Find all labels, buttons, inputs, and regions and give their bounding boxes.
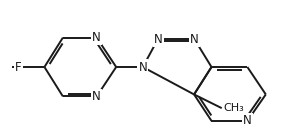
Text: N: N xyxy=(92,90,101,103)
Text: N: N xyxy=(190,33,198,46)
Text: N: N xyxy=(92,31,101,44)
Text: F: F xyxy=(15,60,21,74)
Text: N: N xyxy=(243,114,252,127)
Text: N: N xyxy=(139,60,147,74)
Text: CH₃: CH₃ xyxy=(224,103,244,113)
Text: N: N xyxy=(154,33,163,46)
